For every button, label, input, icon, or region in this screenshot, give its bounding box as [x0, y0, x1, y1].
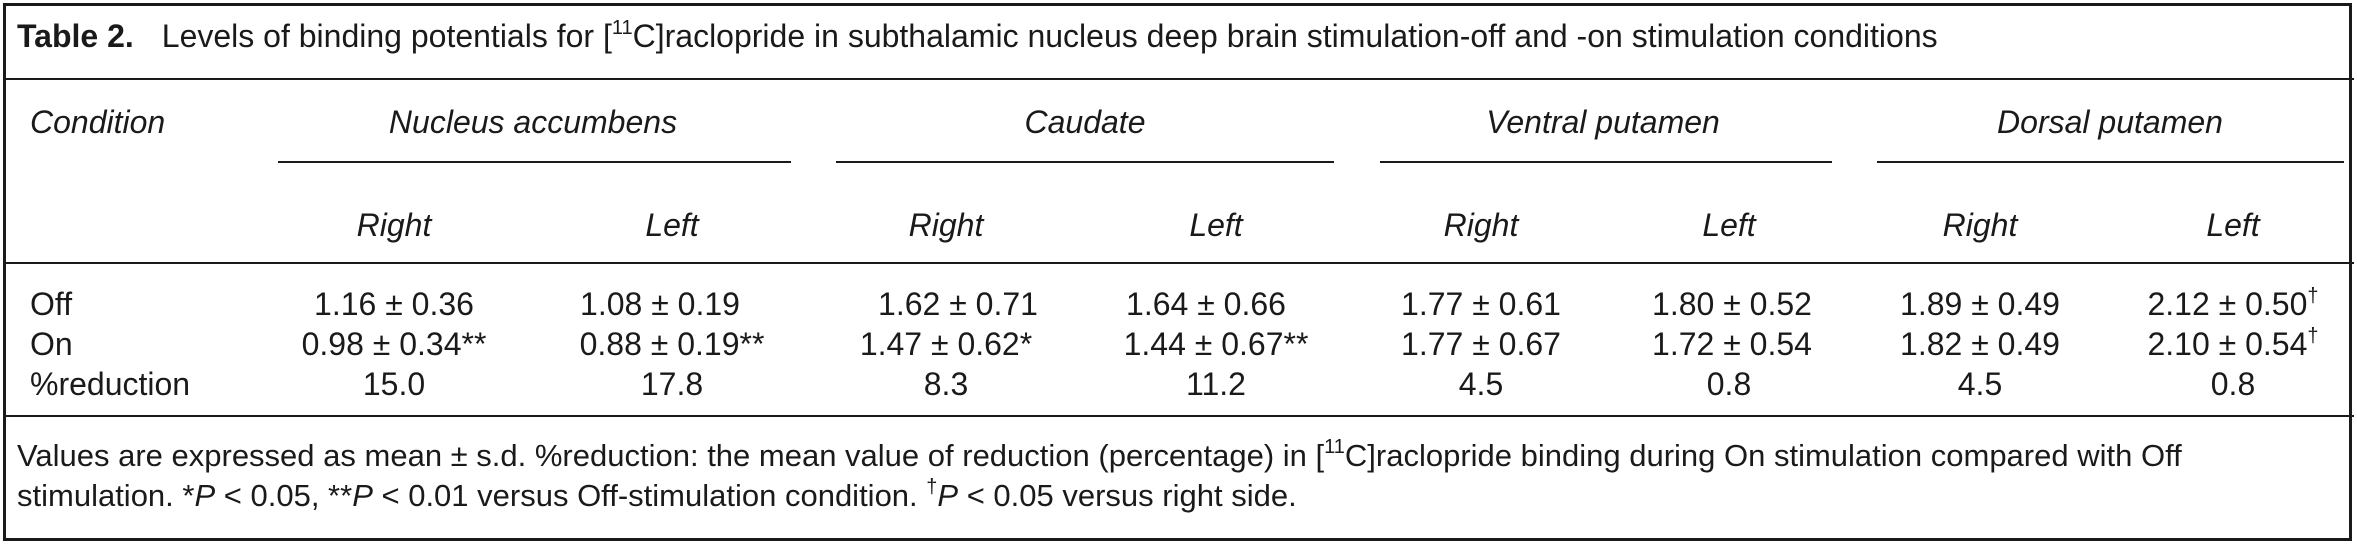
group-header-nucleus-accumbens: Nucleus accumbens — [388, 104, 678, 140]
group-line-dorsal-putamen — [1877, 161, 2344, 163]
side-header: Right — [356, 207, 432, 243]
row-label-off: Off — [30, 286, 73, 322]
table-label: Table 2. — [17, 18, 134, 54]
cell-value: 2.12 ± 0.50 — [2147, 286, 2308, 322]
side-header: Left — [1702, 207, 1756, 243]
footnote-dagger: † — [926, 476, 938, 498]
side-header: Right — [1942, 207, 2018, 243]
footnote-text: < 0.05, ** — [215, 478, 353, 513]
table-cell: 4.5 — [1458, 366, 1504, 402]
table-cell: 15.0 — [362, 366, 426, 402]
caption-superscript: 11 — [611, 17, 633, 39]
table-footnote: Values are expressed as mean ± s.d. %red… — [17, 436, 2337, 516]
caption-text-after: C]raclopride in subthalamic nucleus deep… — [632, 18, 1938, 54]
group-line-caudate — [836, 161, 1334, 163]
table-cell: 0.8 — [2210, 366, 2256, 402]
table-cell: 1.44 ± 0.67** — [1123, 326, 1309, 362]
group-header-caudate: Caudate — [1024, 104, 1146, 140]
condition-header: Condition — [30, 104, 166, 140]
table-frame — [3, 3, 2352, 541]
table-cell: 1.64 ± 0.66 — [1126, 286, 1286, 322]
table-cell: 1.77 ± 0.67 — [1401, 326, 1561, 362]
table-cell: 0.88 ± 0.19** — [579, 326, 765, 362]
table-cell: 11.2 — [1186, 366, 1246, 402]
table-cell: 1.72 ± 0.54 — [1652, 326, 1812, 362]
top-rule — [3, 78, 2354, 80]
side-header: Right — [908, 207, 984, 243]
header-rule — [3, 262, 2354, 264]
table-caption: Table 2. Levels of binding potentials for… — [17, 18, 1938, 55]
table-cell: 1.82 ± 0.49 — [1900, 326, 2060, 362]
table-cell: 0.8 — [1706, 366, 1752, 402]
table-cell: 1.08 ± 0.19 — [580, 286, 740, 322]
table-cell: 4.5 — [1957, 366, 2003, 402]
table-cell: 1.89 ± 0.49 — [1900, 286, 2060, 322]
side-header: Left — [645, 207, 699, 243]
bottom-rule — [3, 415, 2354, 417]
table-cell: 17.8 — [640, 366, 704, 402]
group-line-ventral-putamen — [1380, 161, 1832, 163]
table-cell: 8.3 — [923, 366, 969, 402]
footnote-text: C]raclopride binding during On stimulati… — [17, 438, 2182, 513]
table-cell: 2.12 ± 0.50† — [2147, 286, 2318, 323]
row-label-reduction: %reduction — [30, 366, 191, 402]
footnote-superscript: 11 — [1324, 436, 1345, 458]
table-cell: 1.47 ± 0.62* — [859, 326, 1033, 362]
footnote-text: Values are expressed as mean ± s.d. %red… — [17, 438, 1325, 473]
footnote-text: < 0.05 versus right side. — [958, 478, 1297, 513]
footnote-text: < 0.01 versus Off-stimulation condition. — [372, 478, 927, 513]
caption-text-before: Levels of binding potentials for [ — [161, 18, 612, 54]
side-header: Left — [1189, 207, 1243, 243]
side-header: Left — [2206, 207, 2260, 243]
footnote-p-symbol: P — [352, 478, 373, 513]
footnote-p-symbol: P — [194, 478, 216, 513]
table-cell: 2.10 ± 0.54† — [2147, 326, 2318, 363]
cell-value: 2.10 ± 0.54 — [2147, 326, 2308, 362]
footnote-p-symbol: P — [937, 478, 959, 513]
group-header-dorsal-putamen: Dorsal putamen — [1997, 104, 2223, 140]
table-cell: 1.77 ± 0.61 — [1401, 286, 1561, 322]
dagger-mark: † — [2307, 325, 2319, 347]
row-label-on: On — [30, 326, 73, 362]
group-line-nucleus-accumbens — [278, 161, 791, 163]
table-cell: 1.80 ± 0.52 — [1652, 286, 1812, 322]
side-header: Right — [1443, 207, 1519, 243]
group-header-ventral-putamen: Ventral putamen — [1486, 104, 1720, 140]
table-cell: 1.62 ± 0.71 — [878, 286, 1038, 322]
dagger-mark: † — [2307, 285, 2319, 307]
table-cell: 1.16 ± 0.36 — [314, 286, 474, 322]
table-cell: 0.98 ± 0.34** — [301, 326, 487, 362]
